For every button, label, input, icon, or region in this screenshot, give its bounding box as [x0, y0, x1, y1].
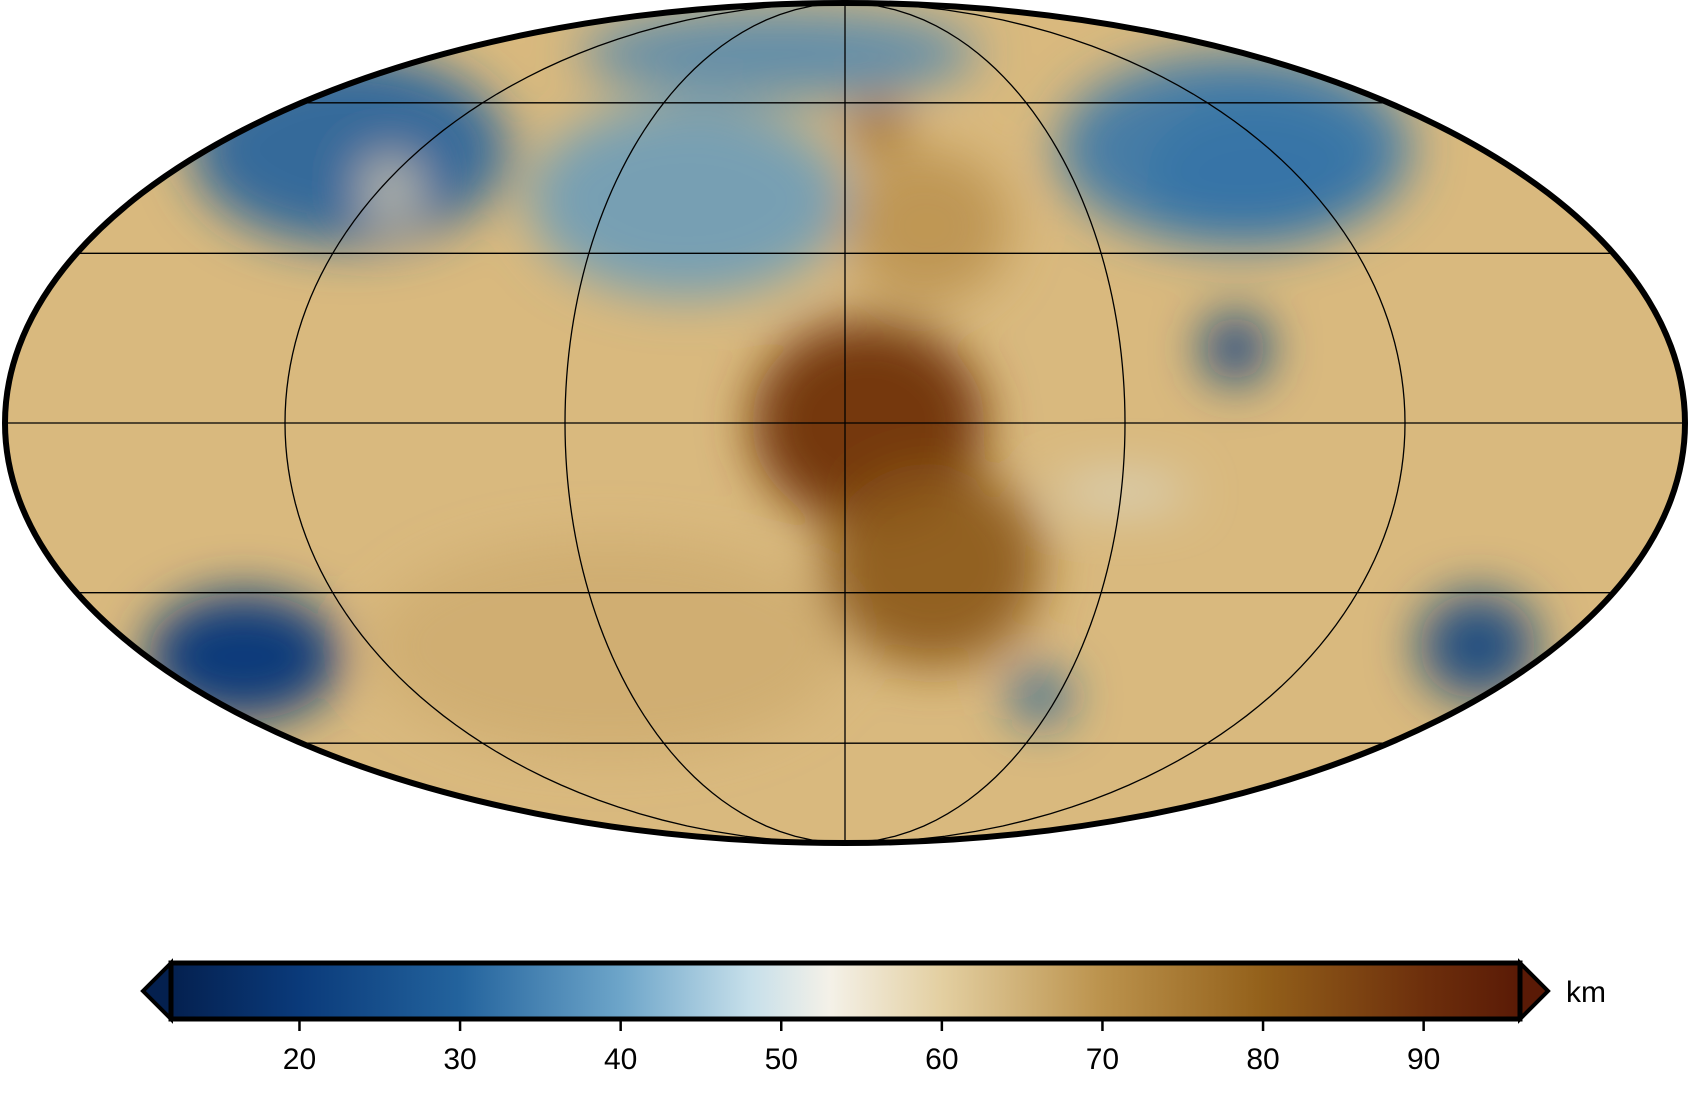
colorbar-unit-label: km [1566, 976, 1606, 1009]
map-frame [2, 0, 1688, 846]
colorbar-tick-label: 40 [604, 1043, 637, 1076]
colorbar-tick-label: 80 [1246, 1043, 1279, 1076]
elysium-ring [363, 159, 419, 220]
northern-lowlands-north [579, 7, 978, 100]
colorbar: 20 30 40 50 60 70 80 90 km [140, 958, 1606, 1076]
colorbar-tick-label: 60 [925, 1043, 958, 1076]
utopia-basin [1145, 102, 1372, 246]
colorbar-tick-label: 50 [765, 1043, 798, 1076]
isidis-basin [1203, 314, 1268, 383]
alba-region [845, 149, 1010, 304]
crustal-thickness-field [146, 7, 1538, 755]
hellas-basin-east [1418, 592, 1538, 700]
colorbar-underflow-triangle [140, 958, 173, 1024]
colorbar-tick-label: 30 [443, 1043, 476, 1076]
colorbar-gradient [168, 960, 1523, 1022]
colorbar-tick-label: 90 [1407, 1043, 1440, 1076]
colorbar-ticks: 20 30 40 50 60 70 80 90 [283, 1019, 1440, 1076]
colorbar-tick-label: 20 [283, 1043, 316, 1076]
hellas-basin [146, 592, 341, 721]
mollweide-map [2, 0, 1688, 846]
olympus-mons [851, 98, 905, 153]
tharsis-south [823, 463, 1043, 668]
colorbar-overflow-triangle [1518, 958, 1551, 1024]
acidalia [528, 102, 845, 298]
colorbar-tick-label: 70 [1086, 1043, 1119, 1076]
argyre-basin [1011, 671, 1069, 722]
